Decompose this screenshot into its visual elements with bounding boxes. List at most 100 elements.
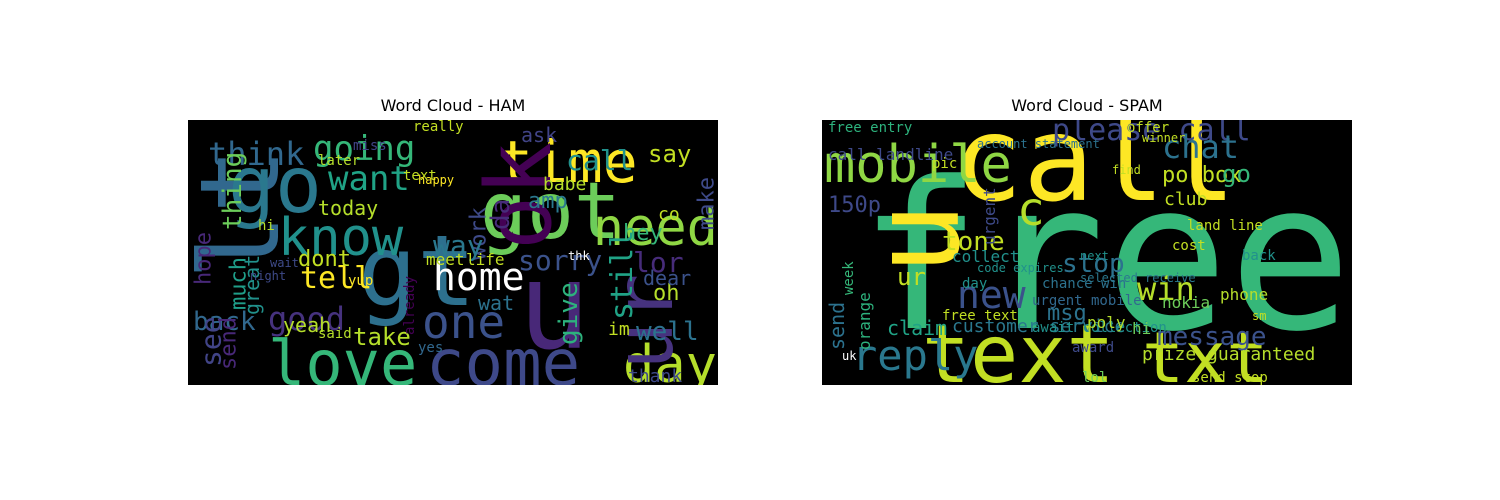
word-pic: pic: [932, 156, 957, 172]
word-poly: poly: [1087, 313, 1126, 332]
word-still: still: [605, 230, 640, 320]
word-babe: babe: [543, 174, 586, 195]
word-one: one: [422, 295, 505, 349]
word-hi: hi: [258, 218, 275, 234]
word-150p: 150p: [828, 193, 881, 218]
word-club: club: [1164, 189, 1207, 210]
word-gt: gt: [358, 215, 476, 329]
word-account-statement: account statement: [977, 137, 1100, 151]
word-yes: yes: [418, 340, 443, 356]
word-free-entry: free entry: [828, 120, 912, 136]
word-got: got: [480, 167, 621, 257]
word-day: day: [962, 276, 987, 292]
word-hey: hey: [623, 221, 663, 246]
word-said: said: [318, 326, 352, 342]
word-land-line: land line: [1187, 218, 1263, 234]
word-think: think: [208, 135, 304, 173]
word-day: day: [623, 335, 717, 385]
word-nokia: nokia: [1162, 293, 1210, 312]
word-hope: hope: [192, 232, 217, 285]
word-see: see: [194, 316, 227, 367]
word-win: win: [1137, 270, 1195, 308]
word-new: new: [957, 273, 1026, 317]
word-know: know: [278, 208, 404, 268]
word-customer-service: customer service: [952, 316, 1125, 337]
word-say: say: [648, 140, 691, 168]
word-urgent-mobile: urgent mobile: [1032, 293, 1142, 309]
word-love: love: [268, 327, 417, 385]
word-miss: miss: [353, 138, 387, 154]
word-prize-guaranteed: prize guaranteed: [1142, 344, 1315, 365]
word-yup: yup: [348, 273, 373, 289]
word-call: call: [952, 120, 1236, 228]
word-lt: lt: [188, 148, 304, 280]
word-give: give: [554, 282, 584, 345]
word-great: great: [240, 255, 264, 315]
word-msg: msg: [1047, 301, 1087, 326]
word-time: time: [498, 128, 638, 196]
word-uk: uk: [842, 349, 857, 363]
word-code-expires: code expires: [977, 261, 1064, 275]
word-need: need: [593, 198, 718, 258]
word-work: work: [467, 207, 492, 260]
word-da: da: [486, 199, 516, 230]
word-co: co: [658, 204, 680, 225]
word-today: today: [318, 196, 378, 220]
word-reply: reply: [852, 331, 978, 380]
word-u: u: [518, 238, 590, 377]
word-txt: txt: [1142, 317, 1268, 385]
word-well: well: [636, 317, 699, 347]
word-life: life: [466, 250, 505, 269]
word-send: send: [825, 302, 849, 350]
word-stop: stop: [1062, 249, 1125, 279]
word-oh: oh: [653, 281, 680, 306]
word-going: going: [313, 129, 415, 169]
word-take: take: [353, 323, 411, 351]
word-back: back: [193, 307, 256, 337]
word-happy: happy: [418, 173, 454, 187]
word-ur: ur: [598, 274, 691, 370]
word-sm: sm: [1252, 309, 1266, 323]
word-award: award: [1072, 340, 1114, 356]
word-please-call: please call: [1052, 120, 1251, 148]
ham-word-cloud: u got gt lt go love come time ok know day one ur need…: [188, 120, 718, 385]
word-lol: lol: [1082, 370, 1107, 385]
word-chat: chat: [1162, 128, 1239, 166]
word-selected-receive: selected receive: [1080, 271, 1196, 285]
word-u: u: [848, 203, 987, 275]
word-go: go: [1222, 160, 1251, 188]
word-thank: thank: [628, 366, 682, 385]
word-ask: ask: [521, 123, 557, 147]
word-home: home: [433, 255, 525, 299]
word-want: want: [328, 159, 410, 199]
word-hi: hi: [1132, 319, 1151, 338]
word-urgent: urgent: [980, 187, 999, 245]
spam-cloud-title: Word Cloud - SPAM: [1011, 96, 1163, 115]
word-later: later: [318, 153, 360, 169]
word-c: c: [1017, 182, 1045, 236]
word-tell: tell: [300, 261, 372, 296]
word-mobile: mobile: [824, 135, 1012, 195]
word-ok: ok: [467, 142, 572, 250]
word-wat: wat: [478, 291, 514, 315]
word-im: im: [608, 319, 630, 340]
word-thing: thing: [218, 152, 248, 230]
word-find: find: [1112, 163, 1141, 177]
spam-word-cloud: free call text mobile u txt reply please call c n…: [822, 120, 1352, 385]
word-call: call: [566, 144, 633, 177]
word-claim: claim: [887, 316, 947, 340]
word-offer: offer: [1127, 120, 1169, 136]
word-winner: winner: [1142, 131, 1185, 145]
word-message: message: [1157, 322, 1267, 352]
word-yeah: yeah: [283, 313, 331, 337]
word-chance-win: chance win: [1042, 276, 1126, 292]
word-back: back: [1242, 248, 1276, 264]
word-text: text: [403, 168, 437, 184]
word-free-text: free text: [942, 308, 1018, 324]
word-text: text: [922, 308, 1115, 385]
word-way: way: [433, 229, 484, 262]
word-free: free: [858, 139, 1352, 377]
word-call-landline: call landline: [828, 145, 953, 164]
